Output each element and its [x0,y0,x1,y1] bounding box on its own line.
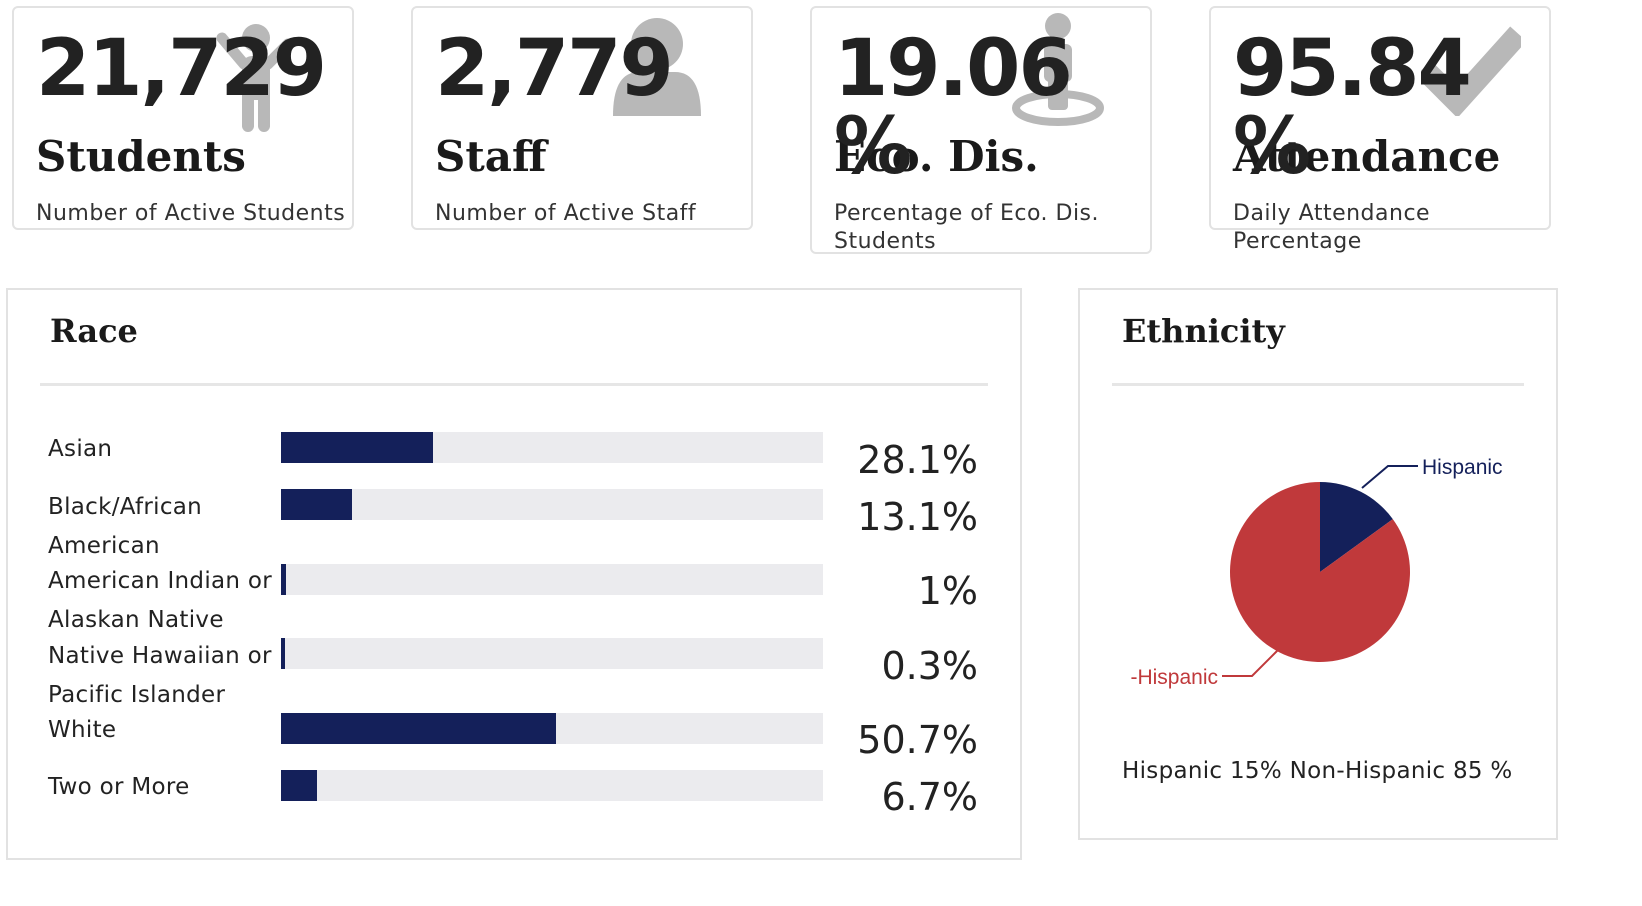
students-title: Students [36,132,246,181]
race-divider [40,383,988,386]
race-label: Two or More [48,774,190,800]
race-bar-fill [281,564,286,595]
race-percent: 0.3% [881,644,978,688]
race-bar-track [281,770,823,801]
checkmark-icon [1421,26,1521,116]
eco-dis-percent: 19.06 % [834,24,1073,192]
staff-description: Number of Active Staff [435,201,697,226]
ethnicity-pie-chart: Hispanic -Hispanic [1130,456,1503,689]
race-bar-fill [281,432,433,463]
race-percent: 50.7% [857,718,978,762]
race-bar-track [281,564,823,595]
race-label: Asian [48,436,113,462]
ethnicity-summary: Hispanic 15% Non-Hispanic 85 % [1122,758,1513,784]
attendance-description: Daily Attendance Percentage [1233,201,1431,254]
race-percent: 28.1% [857,438,978,482]
ethnicity-divider [1112,383,1524,386]
pie-slice-1 [1230,482,1410,662]
race-bar-track [281,638,823,669]
pie-slice-0 [1320,482,1393,572]
stat-card-staff: 2,779 Staff Number of Active Staff [411,6,753,230]
race-percent: 13.1% [857,495,978,539]
person-arms-raised-icon [216,24,294,132]
staff-title: Staff [435,132,547,181]
stat-card-attendance: 95.84 % Attendance Daily Attendance Perc… [1209,6,1551,254]
race-bar-fill [281,770,317,801]
race-label: American Indian or Alaskan Native [48,568,273,633]
race-bar-fill [281,638,285,669]
eco-dis-description: Percentage of Eco. Dis. Students [834,201,1100,254]
race-bar-fill [281,489,352,520]
race-panel: Race Asian 28.1% Black/African American … [6,288,1022,860]
race-label: Black/African American [48,494,203,559]
race-bar-track [281,713,823,744]
pie-label-hispanic: Hispanic [1422,456,1503,479]
stat-card-eco-dis: 19.06 % Eco. Dis. Percentage of Eco. Dis… [810,6,1152,254]
eco-dis-title: Eco. Dis. [834,132,1039,181]
race-percent: 6.7% [881,775,978,819]
race-percent: 1% [917,569,978,613]
race-bar-fill [281,713,556,744]
leader-line-non-hispanic [1222,649,1279,677]
race-bar-track [281,489,823,520]
race-label: Native Hawaiian or Pacific Islander [48,643,272,708]
leader-line-hispanic [1361,465,1418,489]
pie-label-non-hispanic: -Hispanic [1130,666,1218,689]
staff-count: 2,779 [435,24,674,114]
stat-card-students: 21,729 Students Number of Active Student… [12,6,354,230]
attendance-title: Attendance [1233,132,1501,181]
students-description: Number of Active Students [36,201,346,226]
ethnicity-title: Ethnicity [1122,312,1285,350]
students-count: 21,729 [36,24,327,114]
ethnicity-panel: Ethnicity Hispanic -Hispanic Hispanic 15%… [1078,288,1558,840]
attendance-percent: 95.84 % [1233,24,1472,192]
race-title: Race [50,312,138,350]
person-location-icon [1012,13,1104,126]
race-label: White [48,717,117,743]
person-icon [613,18,701,116]
race-bar-track [281,432,823,463]
